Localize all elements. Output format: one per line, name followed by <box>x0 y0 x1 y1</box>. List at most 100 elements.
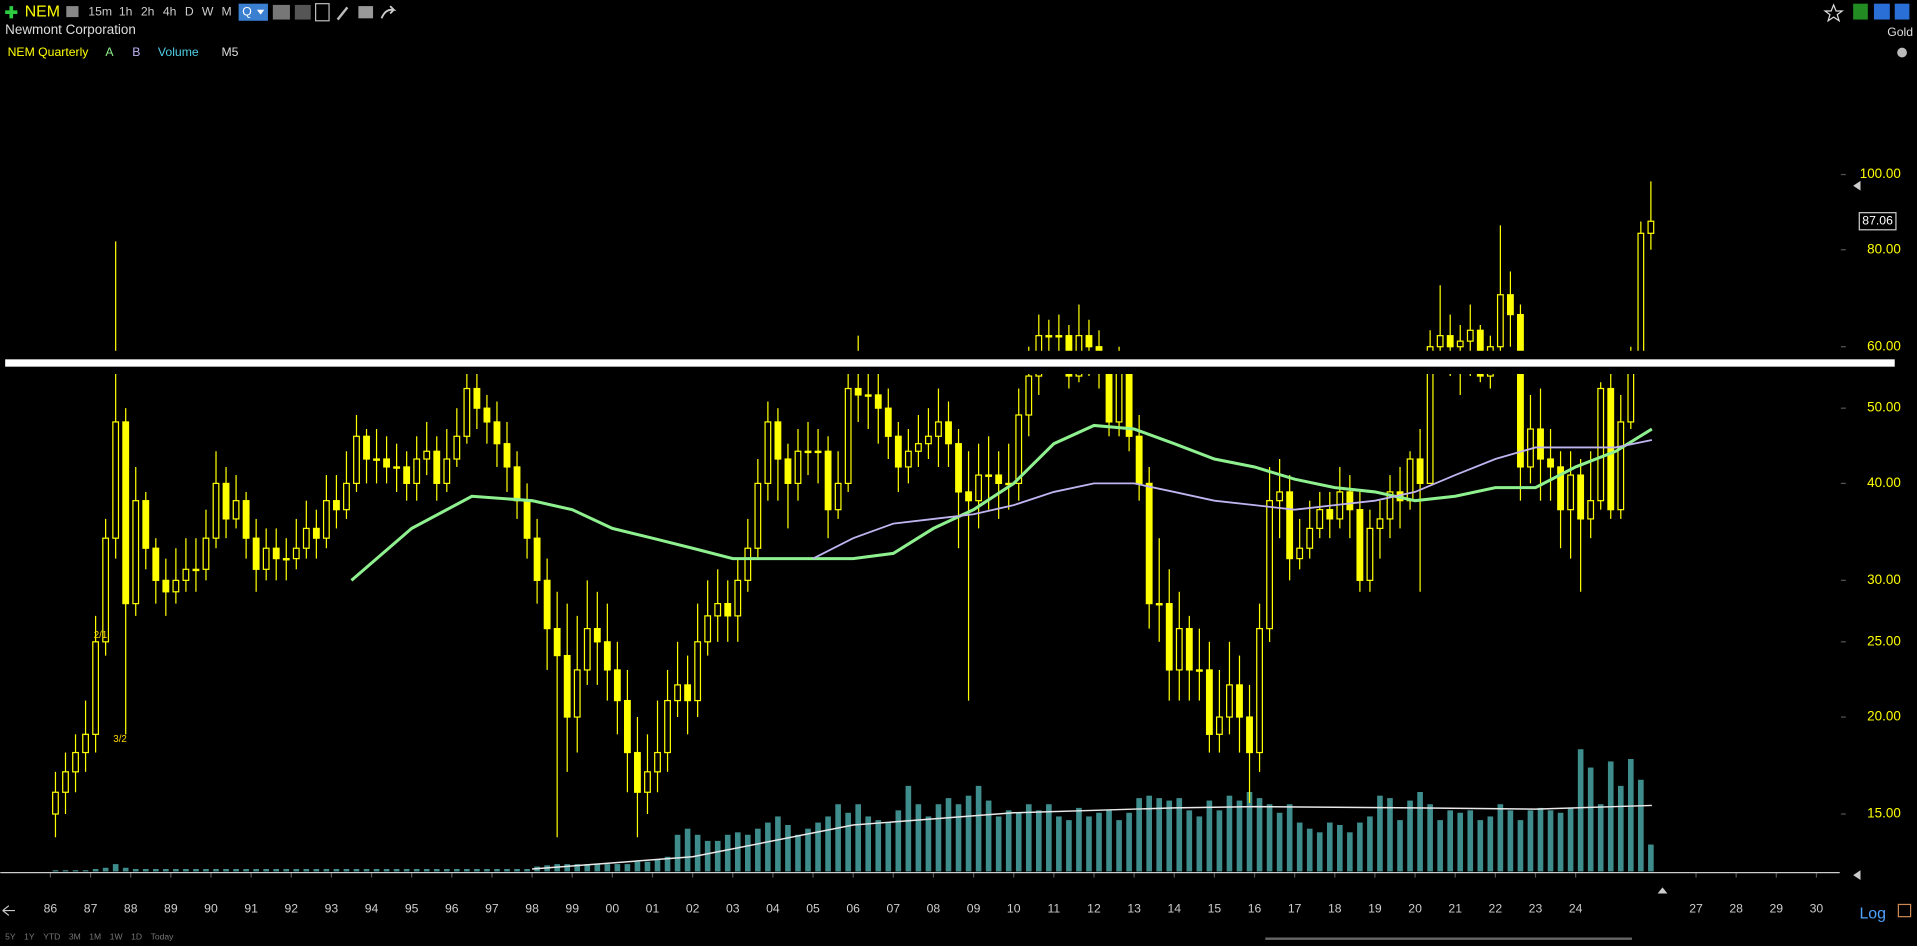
interval[interactable]: D <box>185 4 194 18</box>
candle-body <box>182 568 190 581</box>
legend-item[interactable]: B <box>132 45 140 59</box>
dropdown-arrow[interactable] <box>256 9 265 15</box>
interval[interactable]: M <box>221 4 231 18</box>
x-tick-label: 94 <box>365 902 379 916</box>
volume-bar <box>92 869 99 872</box>
range-button[interactable]: 1M <box>89 932 101 942</box>
interval[interactable]: W <box>202 4 214 18</box>
candle-body <box>413 458 421 485</box>
volume-bar <box>233 869 239 872</box>
volume-bar <box>1457 812 1464 872</box>
tool-icon[interactable] <box>272 4 290 20</box>
settings-icon[interactable] <box>1897 47 1907 58</box>
scale-icon[interactable] <box>1897 903 1912 918</box>
scale-mode[interactable]: Log <box>1859 905 1886 922</box>
x-tick-label: 98 <box>525 902 539 916</box>
volume-bar <box>895 810 902 872</box>
redo-icon[interactable] <box>380 5 397 19</box>
volume-bar <box>1367 816 1373 872</box>
candle-body <box>1436 335 1444 348</box>
volume-bar <box>1186 810 1193 872</box>
candle-body <box>985 474 993 477</box>
candle-body <box>1617 421 1625 511</box>
add-icon[interactable] <box>5 6 18 19</box>
y-tick-label: 80.00 <box>1867 241 1901 256</box>
candle-body <box>634 751 641 793</box>
candle-body <box>684 684 692 702</box>
candle-body <box>1426 346 1434 485</box>
volume-bar <box>122 867 129 872</box>
candle-body <box>995 474 1003 485</box>
x-tick-label: 97 <box>485 902 499 916</box>
candle-body <box>573 669 581 718</box>
range-button[interactable]: 1Y <box>24 932 35 942</box>
candle-body <box>433 450 441 485</box>
volume-bar <box>82 870 89 872</box>
volume-bar <box>413 869 420 872</box>
volume-bar <box>173 869 179 872</box>
axes: 100.00 80.00 60.00 50.00 40.00 30.00 25.00 20.0… <box>44 166 1901 915</box>
volume-bar <box>684 828 691 872</box>
s-icon[interactable] <box>1873 3 1890 20</box>
interval[interactable]: 15m <box>88 4 112 18</box>
draw-icon[interactable] <box>336 6 349 21</box>
range-button[interactable]: 1D <box>131 932 142 942</box>
tool-icon[interactable] <box>315 3 330 22</box>
legend-item[interactable]: NEM Quarterly <box>8 45 90 59</box>
scroll-icon[interactable] <box>2 905 15 916</box>
candle-body <box>222 482 230 520</box>
candle-body <box>1517 313 1524 468</box>
interval[interactable]: Q <box>242 4 252 18</box>
range-button[interactable]: 3M <box>69 932 81 942</box>
lock-icon[interactable] <box>66 6 79 18</box>
window-icon[interactable] <box>1894 3 1910 20</box>
candle-body <box>945 421 952 445</box>
y-tick-label: 20.00 <box>1867 709 1901 724</box>
legend-item[interactable]: M5 <box>221 45 238 59</box>
volume-bar <box>323 869 330 872</box>
volume-bar <box>1477 820 1484 872</box>
volume-bar <box>1086 816 1092 872</box>
rt-icon[interactable] <box>1853 3 1868 20</box>
star-icon[interactable] <box>1823 3 1845 23</box>
range-button[interactable]: 1W <box>110 932 124 942</box>
candle-body <box>1145 482 1153 605</box>
legend-item[interactable]: A <box>105 45 114 59</box>
y-tick-label: 30.00 <box>1867 572 1901 587</box>
volume-bar <box>955 804 962 872</box>
volume-bar <box>142 869 149 872</box>
range-button[interactable]: Today <box>151 932 175 942</box>
candle-body <box>1647 220 1655 234</box>
candle-body <box>1195 669 1203 672</box>
tool-icon[interactable] <box>294 4 311 20</box>
volume-bar <box>1577 749 1584 872</box>
y-tick-label: 15.00 <box>1867 806 1901 821</box>
interval[interactable]: 4h <box>163 4 177 18</box>
volume-bar <box>1648 844 1654 872</box>
candle-body <box>52 791 59 815</box>
volume-bar <box>1076 807 1082 872</box>
volume-bar <box>373 869 380 872</box>
volume-bar <box>524 869 530 872</box>
x-tick-label: 11 <box>1048 902 1061 916</box>
volume-bar <box>1427 804 1433 872</box>
candle-body <box>1306 527 1314 549</box>
x-tick-label: 28 <box>1729 902 1743 916</box>
interval[interactable]: 1h <box>119 4 133 18</box>
candle-body <box>674 684 681 702</box>
symbol[interactable]: NEM <box>25 3 60 20</box>
volume-bar <box>1176 798 1183 872</box>
candle-body <box>272 547 280 560</box>
volume-bar <box>504 869 510 872</box>
candle-body <box>513 466 521 502</box>
interval[interactable]: 2h <box>141 4 155 18</box>
legend-item[interactable]: Volume <box>158 45 199 59</box>
tool-icon[interactable] <box>358 6 374 19</box>
candle-body <box>403 466 411 485</box>
volume-bar <box>363 869 370 872</box>
range-button[interactable]: 5Y <box>5 932 16 942</box>
volume-bar <box>1025 804 1032 872</box>
range-button[interactable]: YTD <box>43 932 60 942</box>
horizontal-line[interactable] <box>5 359 1895 367</box>
volume-bar <box>614 864 621 872</box>
